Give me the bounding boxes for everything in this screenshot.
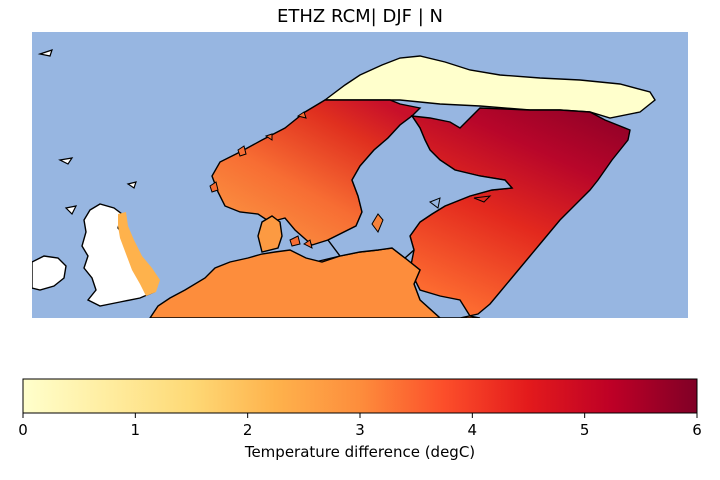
colorbar-tick-label: 3 (355, 421, 365, 439)
small-white-islands (37, 49, 137, 216)
colorbar: 0 1 2 3 4 5 6 (18, 378, 702, 439)
map-title: ETHZ RCM| DJF | N (277, 6, 443, 27)
colorbar-tick-label: 1 (131, 421, 141, 439)
map-area (32, 32, 688, 318)
colorbar-gradient (22, 378, 698, 414)
ireland (32, 255, 67, 291)
northern-region (322, 55, 656, 119)
colorbar-ticks: 0 1 2 3 4 5 6 (18, 413, 702, 439)
colorbar-tick-label: 4 (468, 421, 478, 439)
gotland (371, 213, 384, 233)
colorbar-tick-label: 5 (580, 421, 590, 439)
colorbar-tick-label: 0 (18, 421, 28, 439)
colorbar-label: Temperature difference (degC) (244, 443, 476, 461)
england-east (118, 212, 160, 296)
colorbar-tick-label: 6 (692, 421, 702, 439)
islands (209, 111, 492, 249)
denmark (257, 215, 283, 253)
continental-europe (149, 247, 442, 318)
colorbar-tick-label: 2 (243, 421, 253, 439)
